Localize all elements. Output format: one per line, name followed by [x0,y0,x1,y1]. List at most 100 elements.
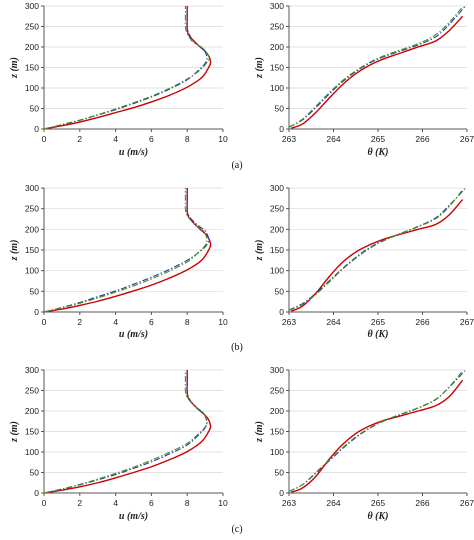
chart-panel-a-theta: 0 50 100 150 200 250 300 263 264 265 266 267 θ (K) z … [254,1,474,158]
x-tick-label: 266 [415,317,429,327]
x-axis-label: u (m/s) [119,329,148,340]
y-tick-label: 250 [25,204,39,214]
y-tick-label: 300 [270,365,284,375]
y-tick-label: 0 [34,488,39,498]
series-line-solid-red [290,379,464,493]
x-tick-label: 263 [282,134,296,144]
y-axis-label: z (m) [9,240,20,262]
x-tick-label: 264 [326,134,340,144]
series-line-dashdot-green [44,5,210,129]
panel-label-c: (c) [231,524,242,535]
x-tick-label: 10 [218,317,228,327]
x-axis-label: θ (K) [367,329,388,340]
x-tick-label: 10 [218,498,228,508]
x-tick-label: 4 [113,498,118,508]
x-axis-label: θ (K) [367,147,388,158]
y-tick-label: 200 [270,42,284,52]
y-tick-label: 200 [25,42,39,52]
x-tick-label: 267 [460,317,474,327]
y-tick-label: 300 [25,183,39,193]
y-axis-label: z (m) [254,240,265,262]
series-line-dashdot-green [44,187,208,312]
y-axis-label: z (m) [254,421,265,443]
series-line-dashdot-blue [44,188,210,312]
y-tick-label: 50 [275,286,285,296]
x-tick-label: 10 [218,134,228,144]
y-tick-label: 50 [275,468,285,478]
x-tick-label: 267 [460,498,474,508]
series-line-dashdot-green [289,370,463,492]
x-tick-label: 0 [42,317,47,327]
x-tick-label: 6 [149,498,154,508]
panel-label-b: (b) [231,342,243,353]
chart-panel-c-velocity: 0 50 100 150 200 250 300 0 2 4 6 8 10 u (m/s) z (m) [9,365,228,522]
x-tick-label: 8 [185,498,190,508]
chart-panel-b-velocity: 0 50 100 150 200 250 300 0 2 4 6 8 10 u (m/s) z (m) [9,183,228,340]
y-axis-label: z (m) [9,421,20,443]
y-tick-label: 300 [270,1,284,11]
y-tick-label: 150 [25,245,39,255]
series-line-dashdot-blue [289,188,466,311]
y-tick-label: 100 [25,447,39,457]
y-tick-label: 250 [270,22,284,32]
x-tick-label: 8 [185,134,190,144]
x-axis-label: u (m/s) [119,147,148,158]
y-axis-label: z (m) [9,57,20,79]
x-tick-label: 267 [460,134,474,144]
y-tick-label: 250 [25,386,39,396]
y-tick-label: 0 [279,307,284,317]
y-tick-label: 50 [30,104,40,114]
panel-label-a: (a) [231,160,242,171]
series-line-dashdot-blue [289,6,466,128]
x-tick-label: 265 [371,134,385,144]
x-tick-label: 264 [326,498,340,508]
y-tick-label: 250 [25,22,39,32]
x-tick-label: 264 [326,317,340,327]
y-tick-label: 200 [270,224,284,234]
x-tick-label: 4 [113,134,118,144]
x-axis-label: θ (K) [367,511,388,522]
chart-panel-c-theta: 0 50 100 150 200 250 300 263 264 265 266 267 θ (K) z … [254,365,474,522]
y-tick-label: 100 [25,83,39,93]
chart-panel-a-velocity: 0 50 100 150 200 250 300 0 2 4 6 8 10 u (m/s) z (m) [9,1,228,158]
y-tick-label: 150 [270,245,284,255]
y-tick-label: 200 [25,406,39,416]
series-line-solid-red [290,15,464,129]
y-tick-label: 150 [270,63,284,73]
y-tick-label: 0 [279,488,284,498]
y-tick-label: 250 [270,204,284,214]
y-tick-label: 50 [30,286,40,296]
y-tick-label: 0 [34,124,39,134]
series-line-dashdot-green [289,189,463,311]
x-tick-label: 4 [113,317,118,327]
x-tick-label: 266 [415,134,429,144]
x-tick-label: 265 [371,317,385,327]
y-tick-label: 50 [30,468,40,478]
y-tick-label: 300 [25,1,39,11]
y-tick-label: 250 [270,386,284,396]
series-line-dashdot-green [289,6,463,128]
series-line-solid-red [44,6,212,129]
x-tick-label: 263 [282,317,296,327]
y-tick-label: 100 [270,447,284,457]
x-tick-label: 0 [42,498,47,508]
y-tick-label: 0 [279,124,284,134]
x-tick-label: 6 [149,317,154,327]
x-tick-label: 265 [371,498,385,508]
y-axis-label: z (m) [254,57,265,79]
x-axis-label: u (m/s) [119,511,148,522]
y-tick-label: 100 [270,83,284,93]
series-line-solid-red [290,199,464,312]
y-tick-label: 150 [25,427,39,437]
y-tick-label: 100 [25,266,39,276]
y-tick-label: 150 [270,427,284,437]
y-tick-label: 200 [25,224,39,234]
y-tick-label: 200 [270,406,284,416]
x-tick-label: 0 [42,134,47,144]
y-tick-label: 150 [25,63,39,73]
x-tick-label: 6 [149,134,154,144]
y-tick-label: 100 [270,266,284,276]
y-tick-label: 50 [275,104,285,114]
y-tick-label: 0 [34,307,39,317]
